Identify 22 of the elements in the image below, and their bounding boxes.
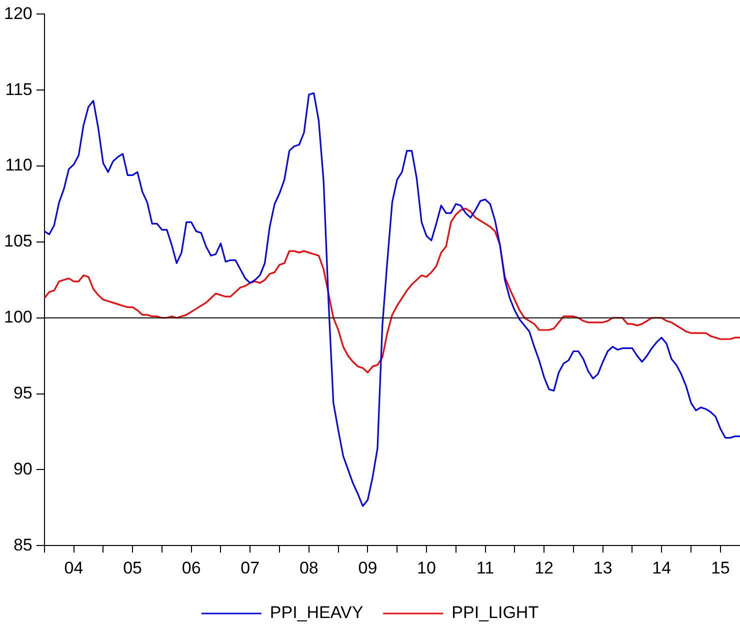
x-tick-label: 06 [182, 558, 201, 578]
y-tick-label: 90 [13, 459, 32, 478]
y-tick-label: 100 [4, 308, 32, 327]
x-tick-label: 09 [358, 558, 378, 578]
x-tick-label: 10 [417, 558, 436, 578]
x-tick-label: 13 [593, 558, 612, 578]
x-tick-label: 14 [652, 558, 672, 578]
x-tick-label: 12 [534, 558, 554, 578]
y-tick-label: 105 [4, 232, 32, 251]
x-tick-label: 11 [476, 558, 494, 578]
x-tick-label: 07 [240, 558, 260, 578]
legend-label: PPI_HEAVY [270, 603, 364, 622]
y-tick-label: 120 [4, 4, 32, 23]
y-tick-label: 95 [13, 383, 32, 402]
y-tick-label: 85 [13, 535, 32, 554]
y-tick-label: 115 [5, 80, 32, 99]
x-tick-label: 15 [710, 558, 730, 578]
x-tick-label: 05 [123, 558, 142, 578]
x-tick-label: 08 [299, 558, 318, 578]
x-tick-label: 04 [64, 558, 84, 578]
legend-label: PPI_LIGHT [452, 603, 539, 622]
y-tick-label: 110 [5, 156, 32, 175]
